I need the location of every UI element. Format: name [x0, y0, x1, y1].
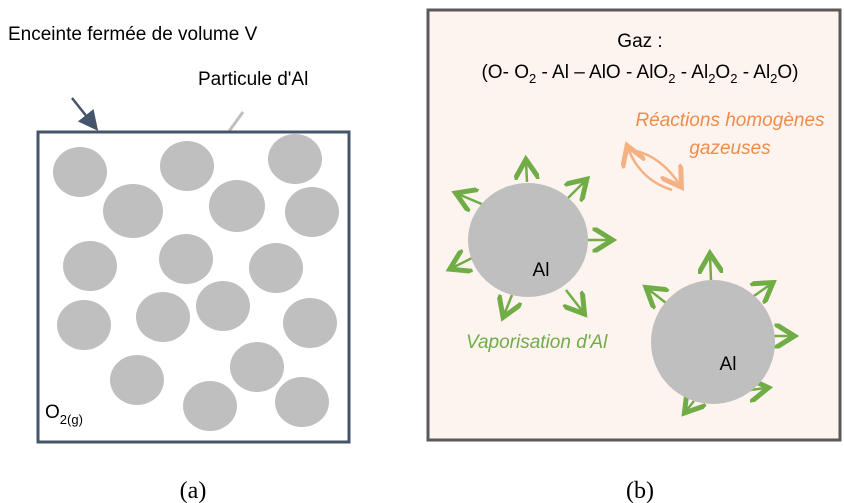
- particles: [53, 134, 339, 431]
- species-text: - Al – AlO - AlO: [536, 62, 668, 83]
- subscript: 2: [668, 71, 675, 86]
- gas-title: Gaz :: [617, 31, 662, 52]
- species-text: O: [715, 62, 730, 83]
- subscript: 2: [730, 71, 737, 86]
- al-particle: [468, 183, 588, 297]
- enclosure-arrow: [71, 97, 99, 131]
- particle-name: Al: [533, 260, 550, 281]
- vaporisation-label: Vaporisation d'Al: [466, 332, 608, 353]
- subscript: 2: [708, 71, 715, 86]
- species-text: (O- O: [481, 62, 529, 83]
- species-text: O): [777, 62, 798, 83]
- subscript: 2: [529, 71, 536, 86]
- panel-a: Enceinte fermée de volume V Particule d'…: [8, 24, 351, 503]
- caption-a: (a): [180, 478, 207, 503]
- caption-b: (b): [626, 478, 654, 503]
- reactions-label: Réactions homogènes gazeuses: [635, 110, 825, 159]
- panel-b: Gaz : (O- O2 - Al – AlO - AlO2 - Al2O2 -…: [426, 8, 842, 503]
- vapor-arrows: [452, 162, 792, 411]
- enclosure-label: Enceinte fermée de volume V: [8, 24, 258, 45]
- particle-name: Al: [720, 354, 737, 375]
- gas-species: (O- O2 - Al – AlO - AlO2 - Al2O2 - Al2O): [481, 62, 798, 86]
- subscript: 2: [770, 71, 777, 86]
- gas-label: O2(g): [45, 402, 83, 427]
- al-particle: [651, 280, 775, 404]
- reaction-arrow: [628, 148, 673, 192]
- particle-label: Particule d'Al: [198, 69, 308, 90]
- species-text: - Al: [675, 62, 708, 83]
- species-text: - Al: [737, 62, 770, 83]
